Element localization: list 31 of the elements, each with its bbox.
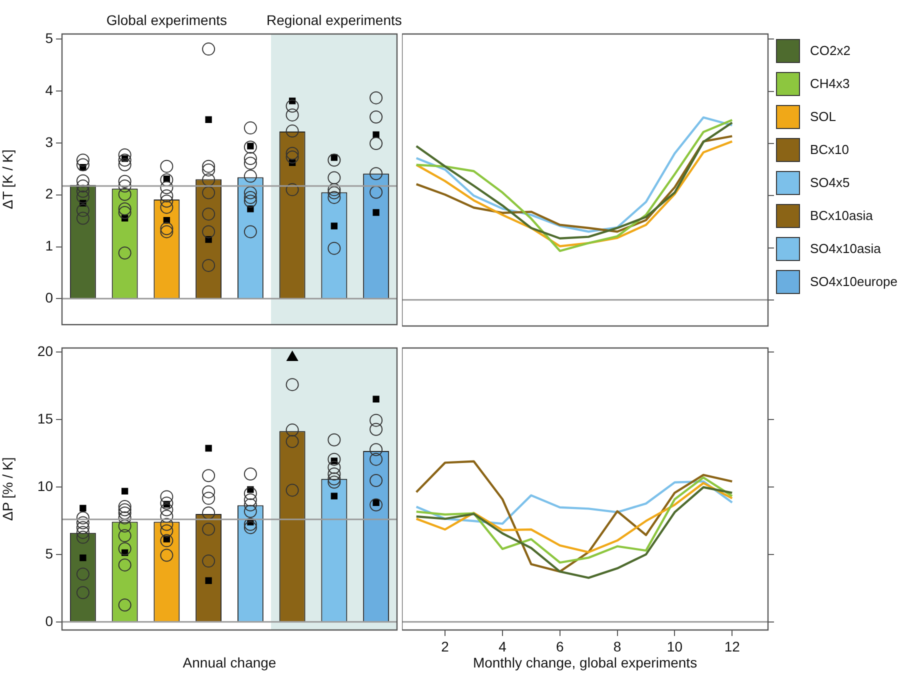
x-tick-label: 6: [556, 638, 564, 654]
y-tick-label: 15: [37, 410, 54, 426]
y-tick-label: 20: [37, 342, 54, 359]
x-axis-title: Monthly change, global experiments: [472, 654, 698, 670]
text: Regional experiments: [266, 12, 402, 28]
y-tick-label: 0: [45, 612, 54, 629]
x-tick-label: 8: [613, 638, 622, 654]
legend-label: CO2x2: [810, 43, 850, 58]
x-tick-label: 4: [498, 638, 507, 654]
legend-label: BCx10asia: [810, 208, 873, 223]
x-tick-label: 2: [441, 638, 450, 654]
legend-label: CH4x3: [810, 76, 850, 91]
y-tick-label: 0: [45, 290, 54, 306]
y-tick-label: 2: [45, 186, 54, 202]
legend-label: SO4x5: [810, 175, 850, 190]
legend-label: SO4x10europe: [810, 274, 898, 289]
legend-label: SO4x10asia: [810, 241, 881, 256]
legend-label: BCx10: [810, 142, 850, 157]
x-axis-title: Annual change: [182, 654, 276, 670]
y-axis-title: ΔT [K / K]: [0, 149, 16, 210]
x-tick-label: 10: [666, 638, 683, 654]
y-tick-label: 5: [45, 30, 54, 46]
y-tick-label: 5: [45, 545, 54, 562]
x-tick-label: 12: [724, 638, 740, 654]
y-axis-title: ΔP [% / K]: [0, 457, 16, 521]
legend-label: SOL: [810, 109, 836, 124]
text: Global experiments: [106, 12, 227, 28]
y-tick-label: 1: [45, 238, 54, 254]
y-tick-label: 4: [45, 82, 54, 98]
y-tick-label: 3: [45, 134, 54, 150]
y-tick-label: 10: [37, 478, 54, 494]
